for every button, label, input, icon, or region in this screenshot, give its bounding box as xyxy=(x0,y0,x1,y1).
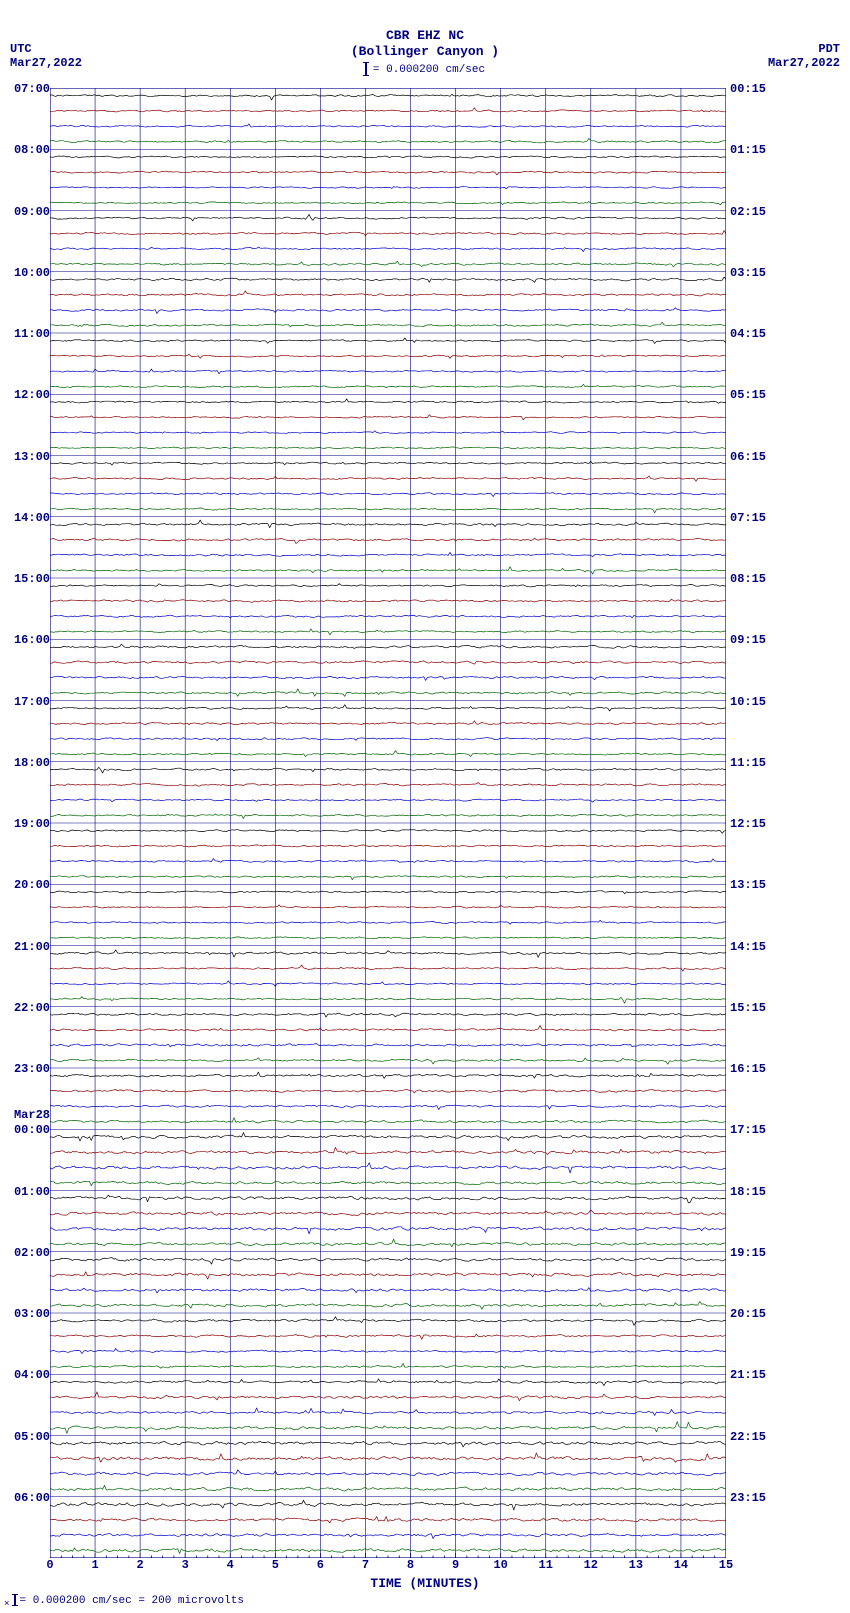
right-time-label: 14:15 xyxy=(730,940,766,954)
left-time-label: 11:00 xyxy=(14,327,50,341)
x-axis-label: TIME (MINUTES) xyxy=(0,1576,850,1591)
x-tick: 15 xyxy=(719,1558,733,1572)
scale-text: = 0.000200 cm/sec xyxy=(373,64,485,76)
x-tick: 5 xyxy=(272,1558,279,1572)
x-tick: 1 xyxy=(91,1558,98,1572)
x-tick: 8 xyxy=(407,1558,414,1572)
left-time-label: 17:00 xyxy=(14,695,50,709)
date-right: Mar27,2022 xyxy=(768,56,840,70)
left-time-label: 19:00 xyxy=(14,817,50,831)
right-time-label: 16:15 xyxy=(730,1062,766,1076)
x-tick: 11 xyxy=(539,1558,553,1572)
right-time-label: 12:15 xyxy=(730,817,766,831)
left-time-label: 04:00 xyxy=(14,1368,50,1382)
left-time-label: 15:00 xyxy=(14,572,50,586)
left-time-label: 18:00 xyxy=(14,756,50,770)
left-time-label: 03:00 xyxy=(14,1307,50,1321)
right-time-label: 03:15 xyxy=(730,266,766,280)
right-time-label: 05:15 xyxy=(730,388,766,402)
right-time-label: 09:15 xyxy=(730,633,766,647)
x-tick: 2 xyxy=(137,1558,144,1572)
right-time-label: 07:15 xyxy=(730,511,766,525)
x-tick: 7 xyxy=(362,1558,369,1572)
right-time-label: 00:15 xyxy=(730,82,766,96)
left-time-label: 05:00 xyxy=(14,1430,50,1444)
x-tick: 0 xyxy=(46,1558,53,1572)
right-time-labels: 00:1501:1502:1503:1504:1505:1506:1507:15… xyxy=(730,88,796,1558)
x-tick-labels: 0123456789101112131415 xyxy=(50,1558,726,1578)
footer-scale-text: = 0.000200 cm/sec = 200 microvolts xyxy=(20,1595,244,1607)
left-time-label: 20:00 xyxy=(14,878,50,892)
left-time-label: 22:00 xyxy=(14,1001,50,1015)
right-time-label: 06:15 xyxy=(730,450,766,464)
x-tick: 3 xyxy=(182,1558,189,1572)
left-time-label: 08:00 xyxy=(14,143,50,157)
date-left: Mar27,2022 xyxy=(10,56,82,70)
left-time-label: 00:00 xyxy=(14,1123,50,1137)
x-tick: 9 xyxy=(452,1558,459,1572)
tz-left: UTC xyxy=(10,42,32,56)
right-time-label: 02:15 xyxy=(730,205,766,219)
right-time-label: 21:15 xyxy=(730,1368,766,1382)
right-time-label: 20:15 xyxy=(730,1307,766,1321)
left-time-label: 01:00 xyxy=(14,1185,50,1199)
left-time-label: 12:00 xyxy=(14,388,50,402)
right-time-label: 11:15 xyxy=(730,756,766,770)
footer-scale: ×= 0.000200 cm/sec = 200 microvolts xyxy=(4,1594,244,1609)
right-time-label: 15:15 xyxy=(730,1001,766,1015)
right-time-label: 10:15 xyxy=(730,695,766,709)
seismogram-plot xyxy=(50,88,726,1558)
x-tick: 10 xyxy=(493,1558,507,1572)
right-time-label: 23:15 xyxy=(730,1491,766,1505)
right-time-label: 22:15 xyxy=(730,1430,766,1444)
left-time-label: 14:00 xyxy=(14,511,50,525)
right-time-label: 04:15 xyxy=(730,327,766,341)
station-location: (Bollinger Canyon ) xyxy=(0,44,850,59)
x-tick: 12 xyxy=(584,1558,598,1572)
right-time-label: 01:15 xyxy=(730,143,766,157)
left-time-label: 23:00 xyxy=(14,1062,50,1076)
scale-indicator: = 0.000200 cm/sec xyxy=(0,62,850,76)
right-time-label: 19:15 xyxy=(730,1246,766,1260)
date-mark: Mar28 xyxy=(14,1108,50,1122)
left-time-label: 07:00 xyxy=(14,82,50,96)
right-time-label: 13:15 xyxy=(730,878,766,892)
left-time-label: 16:00 xyxy=(14,633,50,647)
left-time-label: 21:00 xyxy=(14,940,50,954)
left-time-label: 06:00 xyxy=(14,1491,50,1505)
x-tick: 6 xyxy=(317,1558,324,1572)
tz-right: PDT xyxy=(818,42,840,56)
right-time-label: 17:15 xyxy=(730,1123,766,1137)
x-tick: 13 xyxy=(629,1558,643,1572)
left-time-label: 13:00 xyxy=(14,450,50,464)
station-title: CBR EHZ NC xyxy=(0,28,850,43)
left-time-label: 02:00 xyxy=(14,1246,50,1260)
x-tick: 4 xyxy=(227,1558,234,1572)
left-time-label: 09:00 xyxy=(14,205,50,219)
right-time-label: 18:15 xyxy=(730,1185,766,1199)
left-time-label: 10:00 xyxy=(14,266,50,280)
left-time-labels: 07:0008:0009:0010:0011:0012:0013:0014:00… xyxy=(6,88,50,1558)
right-time-label: 08:15 xyxy=(730,572,766,586)
x-tick: 14 xyxy=(674,1558,688,1572)
